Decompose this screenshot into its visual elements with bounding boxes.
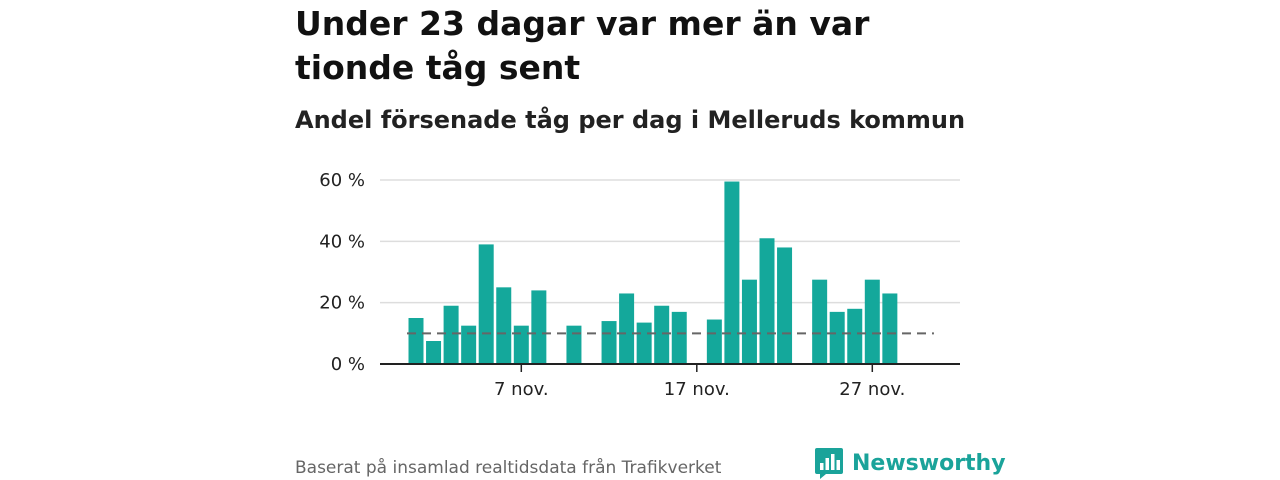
bar-chart: 0 % 20 % 40 % 60 % 7 nov. 17 nov. 27 nov. (319, 170, 960, 400)
bar (847, 308, 863, 364)
bar (812, 279, 828, 364)
bar (566, 325, 582, 364)
y-tick-label: 60 % (319, 170, 365, 191)
bar (619, 293, 635, 364)
bar (461, 325, 477, 364)
bar (531, 290, 547, 364)
bar (724, 181, 740, 364)
bar (426, 341, 442, 364)
chart-subtitle: Andel försenade tåg per dag i Melleruds … (295, 106, 966, 134)
bar (759, 238, 775, 364)
y-tick-label: 0 % (331, 354, 365, 375)
bar (443, 305, 459, 364)
bar (882, 293, 898, 364)
bar (864, 279, 880, 364)
x-tick-label: 27 nov. (839, 379, 905, 400)
newsworthy-chart-icon (815, 448, 843, 479)
newsworthy-logo: Newsworthy (814, 446, 1006, 480)
bar (706, 319, 722, 364)
bar (829, 311, 845, 364)
bar (496, 287, 512, 364)
bar (601, 321, 617, 364)
x-tick-label: 7 nov. (494, 379, 549, 400)
bar (777, 247, 793, 364)
bar (478, 244, 494, 364)
bar (513, 325, 529, 364)
logo-text: Newsworthy (852, 450, 1006, 476)
bar (636, 322, 652, 364)
source-note: Baserat på insamlad realtidsdata från Tr… (295, 458, 722, 478)
chart-title: Under 23 dagar var mer än var tionde tåg… (295, 4, 870, 87)
y-tick-label: 20 % (319, 293, 365, 314)
bar (741, 279, 757, 364)
bar (408, 318, 424, 364)
bar (654, 305, 670, 364)
y-tick-label: 40 % (319, 231, 365, 252)
x-tick-label: 17 nov. (664, 379, 730, 400)
bar (671, 311, 687, 364)
